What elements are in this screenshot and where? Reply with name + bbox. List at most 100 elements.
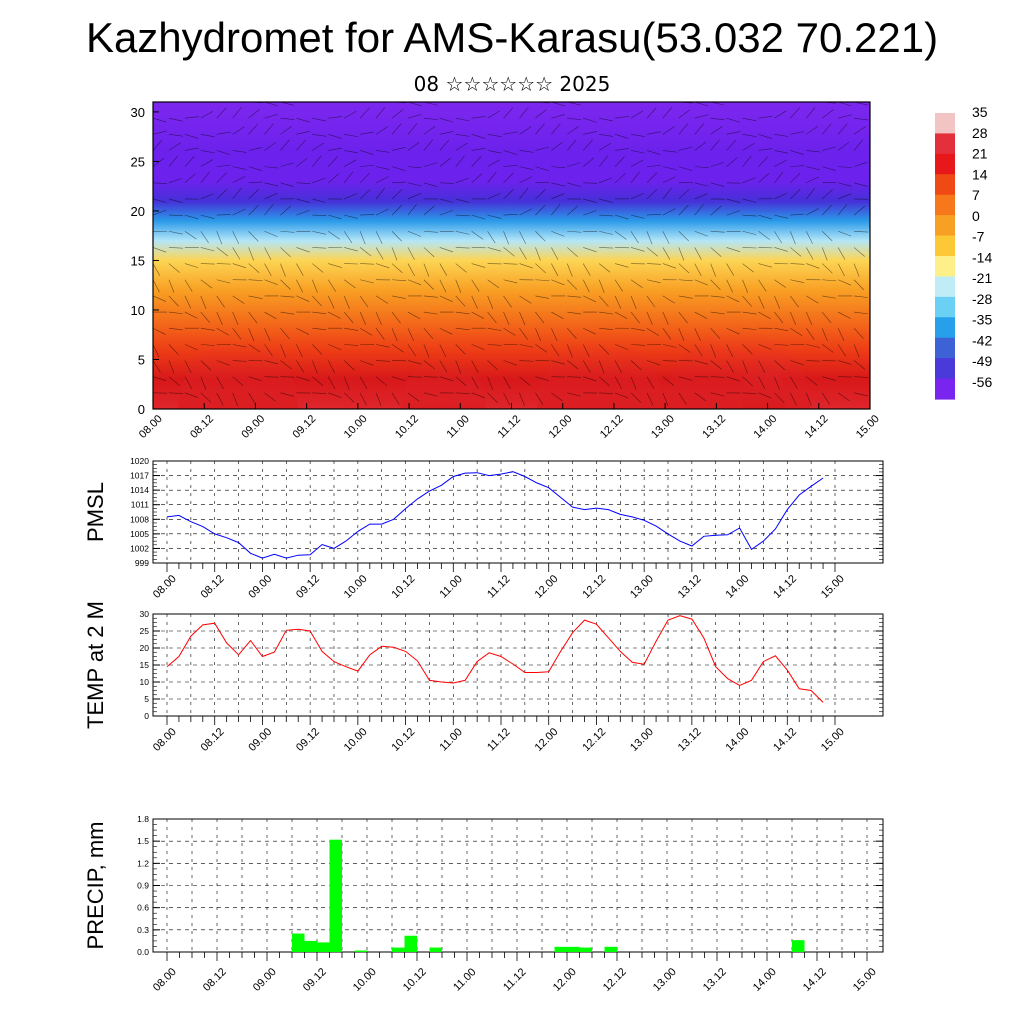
wind-barb bbox=[567, 311, 582, 315]
wind-barb bbox=[503, 247, 515, 257]
x-tick-label: 13.12 bbox=[676, 726, 704, 754]
wind-barb bbox=[391, 146, 406, 151]
wind-barb bbox=[519, 231, 526, 244]
colorbar-swatch bbox=[935, 378, 955, 400]
wind-barb bbox=[774, 134, 789, 137]
wind-barb bbox=[806, 208, 819, 216]
colorbar-label: -42 bbox=[972, 332, 992, 348]
wind-barb bbox=[678, 328, 685, 342]
wind-barb bbox=[583, 157, 595, 167]
wind-barb bbox=[614, 311, 628, 319]
wind-barb bbox=[662, 126, 675, 135]
wind-barb bbox=[487, 376, 493, 390]
wind-barb bbox=[535, 166, 549, 171]
wind-barb bbox=[471, 263, 486, 268]
wind-barb bbox=[583, 376, 597, 382]
wind-barb bbox=[678, 344, 691, 353]
x-tick-label: 15.00 bbox=[819, 573, 847, 601]
wind-barb bbox=[248, 166, 263, 171]
x-tick-label: 14.00 bbox=[751, 966, 779, 994]
wind-barb bbox=[646, 188, 658, 200]
wind-barb bbox=[344, 214, 358, 219]
wind-barb bbox=[806, 187, 816, 200]
wind-barb bbox=[312, 279, 318, 293]
wind-barb bbox=[806, 176, 820, 184]
wind-barb bbox=[535, 263, 546, 274]
wind-barb bbox=[694, 263, 702, 277]
heatmap-y-tick-label: 30 bbox=[131, 105, 145, 120]
wind-barb bbox=[630, 247, 645, 252]
wind-barb bbox=[360, 360, 374, 366]
wind-barb bbox=[615, 116, 629, 119]
wind-barb bbox=[853, 126, 866, 135]
wind-barb bbox=[710, 392, 725, 397]
wind-barb bbox=[678, 247, 685, 261]
wind-barb bbox=[646, 102, 648, 103]
wind-barb bbox=[391, 109, 404, 119]
wind-barb bbox=[774, 247, 788, 252]
wind-barb bbox=[742, 214, 757, 217]
wind-barb bbox=[168, 134, 183, 137]
wind-barb bbox=[359, 311, 367, 325]
wind-barb bbox=[439, 157, 451, 167]
wind-barb bbox=[455, 117, 470, 122]
wind-barb bbox=[248, 204, 259, 216]
wind-barb bbox=[503, 295, 512, 308]
wind-barb bbox=[423, 139, 434, 151]
wind-barb bbox=[487, 159, 500, 167]
y-tick-label: 0 bbox=[144, 711, 149, 721]
wind-barb bbox=[503, 360, 517, 366]
wind-barb bbox=[758, 102, 759, 103]
wind-barb bbox=[232, 166, 247, 170]
heatmap-x-tick-label: 09.12 bbox=[291, 413, 319, 441]
wind-barb bbox=[360, 214, 375, 216]
wind-barb bbox=[583, 295, 597, 303]
wind-barb bbox=[216, 231, 223, 245]
wind-barb bbox=[551, 311, 564, 320]
wind-barb bbox=[854, 392, 868, 397]
wind-barb bbox=[407, 328, 414, 342]
wind-barb bbox=[487, 247, 502, 252]
wind-barb bbox=[296, 182, 311, 184]
wind-barb bbox=[248, 123, 259, 135]
wind-barb bbox=[280, 205, 292, 216]
wind-barb bbox=[838, 193, 852, 200]
wind-barb bbox=[184, 295, 192, 309]
wind-barb bbox=[678, 295, 693, 299]
wind-barb bbox=[838, 279, 852, 286]
wind-barb bbox=[806, 328, 815, 340]
wind-barb bbox=[439, 117, 454, 123]
wind-barb bbox=[264, 360, 279, 365]
wind-barb bbox=[280, 139, 290, 151]
wind-barb bbox=[551, 392, 563, 402]
wind-barb bbox=[678, 279, 693, 282]
wind-barb bbox=[821, 123, 832, 135]
wind-barb bbox=[184, 344, 198, 351]
wind-barb bbox=[758, 392, 772, 399]
wind-barb bbox=[487, 295, 494, 309]
wind-barb bbox=[662, 150, 677, 153]
wind-barb bbox=[726, 157, 738, 167]
wind-barb bbox=[471, 231, 484, 240]
wind-barb bbox=[503, 214, 518, 216]
x-tick-label: 11.12 bbox=[485, 726, 512, 753]
wind-barb bbox=[582, 263, 591, 276]
x-tick-label: 11.12 bbox=[501, 966, 528, 993]
wind-barb bbox=[184, 116, 199, 119]
wind-barb bbox=[264, 113, 279, 119]
wind-barb bbox=[471, 344, 485, 351]
wind-barb bbox=[806, 166, 820, 171]
wind-barb bbox=[153, 247, 167, 253]
wind-barb bbox=[328, 116, 343, 119]
wind-barb bbox=[184, 156, 195, 167]
wind-barb bbox=[599, 117, 613, 122]
wind-barb bbox=[455, 295, 466, 307]
wind-barb bbox=[567, 182, 581, 187]
wind-barb bbox=[200, 344, 215, 346]
wind-barb bbox=[153, 209, 167, 216]
wind-barb bbox=[599, 392, 614, 395]
x-tick-label: 11.12 bbox=[485, 573, 512, 600]
x-tick-label: 15.00 bbox=[819, 726, 847, 754]
wind-barb bbox=[742, 247, 757, 249]
wind-barb bbox=[184, 147, 199, 151]
